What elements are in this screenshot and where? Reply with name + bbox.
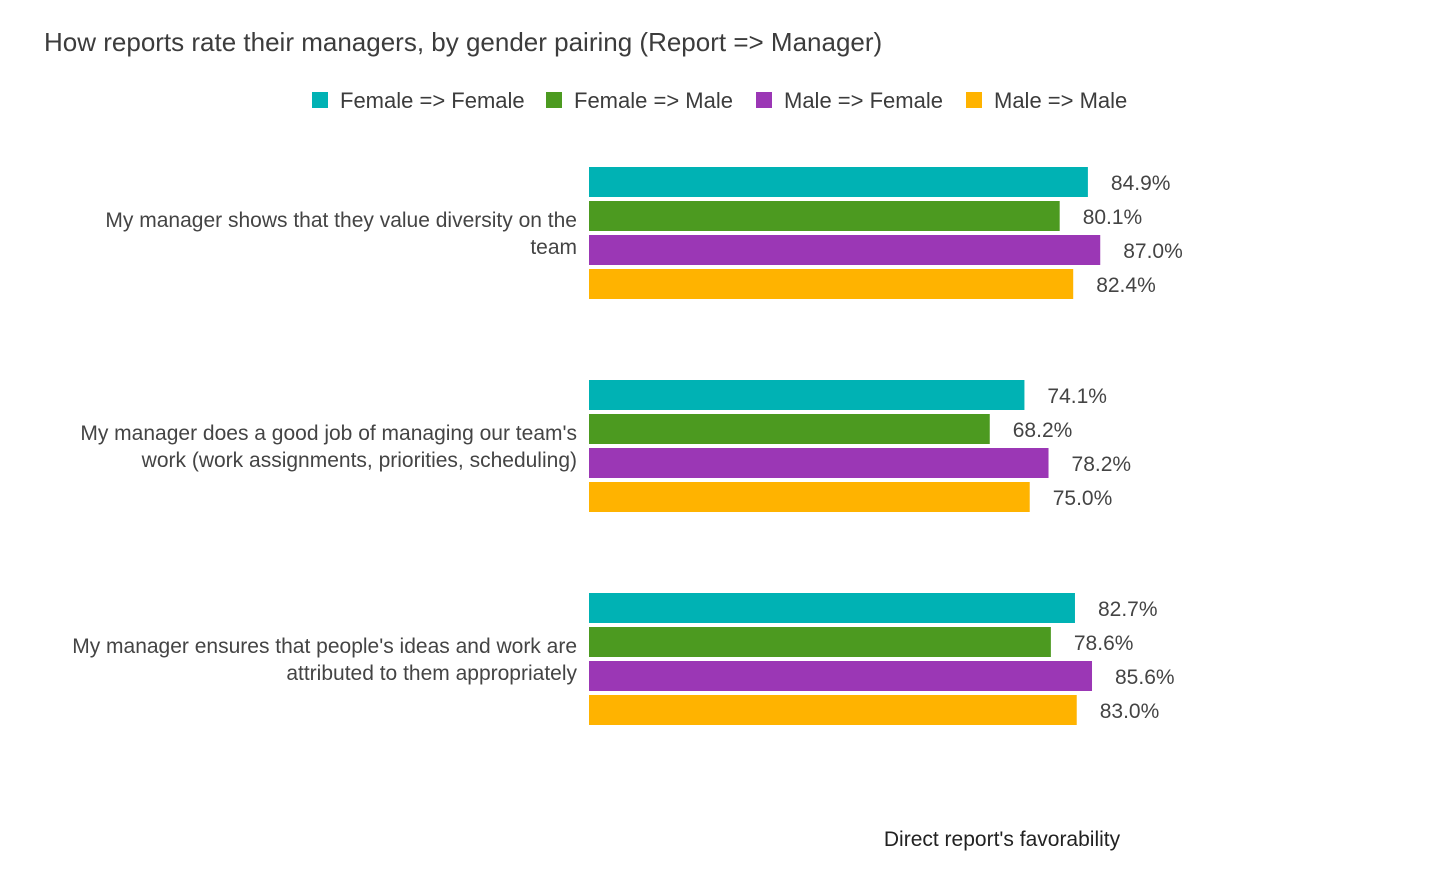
value-label-c3-s3: 85.6% [1115,666,1175,689]
legend-label-4: Male => Male [994,88,1127,113]
category-label-1-line-2: team [530,236,577,259]
legend-swatch-2 [546,92,562,108]
bar-c2-s2 [589,414,990,444]
value-label-c3-s2: 78.6% [1074,632,1134,655]
value-label-c3-s1: 82.7% [1098,598,1158,621]
bar-c2-s3 [589,448,1049,478]
category-label-3-line-2: attributed to them appropriately [286,662,577,685]
legend: Female => Female Female => Male Male => Fe… [312,88,1127,113]
value-label-c2-s3: 78.2% [1072,453,1132,476]
bar-c3-s4 [589,695,1077,725]
legend-swatch-3 [756,92,772,108]
category-label-1-line-1: My manager shows that they value diversi… [105,209,577,232]
bar-c3-s2 [589,627,1051,657]
bar-c1-s1 [589,167,1088,197]
legend-swatch-4 [966,92,982,108]
category-label-2-line-1: My manager does a good job of managing o… [80,422,577,445]
value-label-c1-s2: 80.1% [1083,206,1143,229]
value-label-c2-s2: 68.2% [1013,419,1073,442]
bar-c1-s3 [589,235,1101,265]
bar-c2-s1 [589,380,1025,410]
category-label-2-line-2: work (work assignments, priorities, sche… [141,449,577,472]
value-labels: 84.9% 80.1% 87.0% 82.4% 74.1% 68.2% 78.2% 75.0%… [1013,172,1183,723]
bar-c1-s4 [589,269,1074,299]
bar-c1-s2 [589,201,1060,231]
bars [589,167,1101,725]
bar-c3-s1 [589,593,1075,623]
legend-label-2: Female => Male [574,88,733,113]
category-label-3-line-1: My manager ensures that people's ideas a… [72,635,577,658]
category-labels: My manager shows that they value diversi… [72,209,577,685]
value-label-c1-s3: 87.0% [1123,240,1183,263]
bar-c2-s4 [589,482,1030,512]
value-label-c1-s4: 82.4% [1096,274,1156,297]
value-label-c2-s4: 75.0% [1053,487,1113,510]
value-label-c3-s4: 83.0% [1100,700,1160,723]
bar-c3-s3 [589,661,1093,691]
legend-swatch-1 [312,92,328,108]
legend-label-1: Female => Female [340,88,525,113]
chart-title: How reports rate their managers, by gend… [44,27,882,57]
x-axis-label: Direct report's favorability [884,828,1121,851]
value-label-c2-s1: 74.1% [1047,385,1107,408]
value-label-c1-s1: 84.9% [1111,172,1171,195]
legend-label-3: Male => Female [784,88,943,113]
